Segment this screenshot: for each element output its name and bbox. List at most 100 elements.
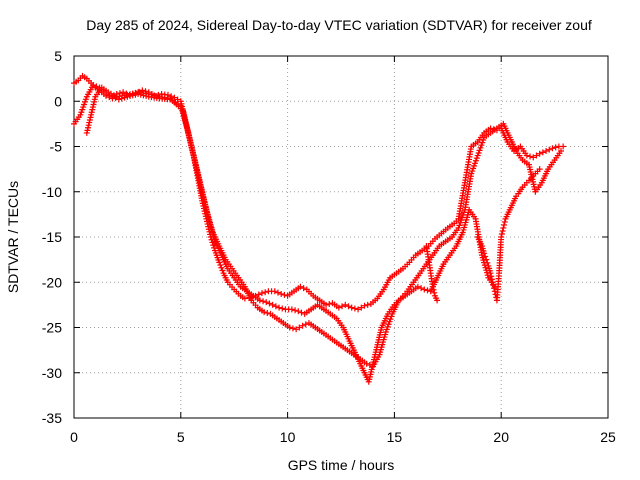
data-point xyxy=(358,304,365,311)
data-point xyxy=(216,259,223,266)
data-point xyxy=(429,283,436,290)
y-tick-label: -15 xyxy=(42,229,62,245)
data-point xyxy=(323,301,330,308)
data-point xyxy=(129,90,136,97)
y-tick-label: -30 xyxy=(42,365,62,381)
data-point xyxy=(326,300,333,307)
data-point xyxy=(288,306,295,313)
data-point xyxy=(481,250,488,257)
data-point xyxy=(342,301,349,308)
data-marks xyxy=(71,72,567,385)
x-tick-label: 5 xyxy=(177,429,185,445)
data-point xyxy=(489,279,496,286)
data-point xyxy=(414,283,421,290)
data-point xyxy=(430,286,437,293)
data-point xyxy=(434,297,441,304)
data-point xyxy=(482,253,489,260)
data-point xyxy=(546,146,553,153)
data-point xyxy=(278,291,285,298)
data-point xyxy=(124,91,131,98)
data-point xyxy=(549,145,556,152)
x-tick-label: 0 xyxy=(70,429,78,445)
data-point xyxy=(241,295,248,302)
data-point xyxy=(279,305,286,312)
data-point xyxy=(500,224,507,231)
y-tick-label: -25 xyxy=(42,320,62,336)
data-point xyxy=(363,360,370,367)
data-point xyxy=(552,144,559,151)
data-point xyxy=(289,325,296,332)
data-point xyxy=(539,149,546,156)
data-point xyxy=(261,309,268,316)
data-point xyxy=(263,299,270,306)
data-point xyxy=(292,307,299,314)
data-point xyxy=(536,166,543,173)
data-point xyxy=(487,270,494,277)
data-point xyxy=(262,289,269,296)
y-axis-label: SDTVAR / TECUs xyxy=(5,181,21,293)
y-tick-label: -35 xyxy=(42,410,62,426)
data-point xyxy=(298,309,305,316)
data-point xyxy=(543,148,550,155)
axis-ticks: 0 5 10 15 20 25 5 0 -5 -10 -15 -20 -25 -30 -35 xyxy=(42,48,616,445)
data-point xyxy=(488,273,495,280)
x-tick-label: 20 xyxy=(493,429,509,445)
data-point xyxy=(527,153,534,160)
x-axis-label: GPS time / hours xyxy=(288,457,395,473)
data-point xyxy=(297,283,304,290)
data-point xyxy=(558,148,565,155)
data-point xyxy=(266,300,273,307)
data-point xyxy=(339,303,346,310)
grid xyxy=(74,56,608,418)
data-point xyxy=(431,289,438,296)
data-point xyxy=(488,276,495,283)
data-point xyxy=(272,303,279,310)
data-point xyxy=(210,242,217,249)
chart-title: Day 285 of 2024, Sidereal Day-to-day VTE… xyxy=(86,17,592,33)
data-point xyxy=(269,301,276,308)
data-point xyxy=(491,285,498,292)
data-point xyxy=(361,302,368,309)
data-point xyxy=(256,297,263,304)
x-tick-label: 10 xyxy=(280,429,296,445)
data-point xyxy=(348,304,355,311)
data-point xyxy=(295,308,302,315)
data-point xyxy=(530,154,537,161)
y-tick-label: -20 xyxy=(42,274,62,290)
data-point xyxy=(151,92,158,99)
data-point xyxy=(276,304,283,311)
data-point xyxy=(93,83,100,90)
data-point xyxy=(258,290,265,297)
data-point xyxy=(533,152,540,159)
y-tick-label: 5 xyxy=(54,48,62,64)
data-point xyxy=(264,310,271,317)
data-point xyxy=(218,264,225,271)
data-point xyxy=(219,267,226,274)
data-point xyxy=(351,305,358,312)
data-point xyxy=(153,93,160,100)
data-point xyxy=(271,288,278,295)
data-point xyxy=(296,324,303,331)
y-tick-label: -5 xyxy=(50,139,63,155)
data-point xyxy=(536,150,543,157)
data-point xyxy=(302,321,309,328)
y-tick-label: 0 xyxy=(54,93,62,109)
x-tick-label: 25 xyxy=(600,429,616,445)
data-point xyxy=(335,304,342,311)
data-point xyxy=(483,256,490,263)
y-tick-label: -10 xyxy=(42,184,62,200)
data-point xyxy=(286,324,293,331)
data-point xyxy=(523,152,530,159)
data-point xyxy=(274,289,281,296)
data-point xyxy=(345,303,352,310)
data-point xyxy=(217,262,224,269)
data-point xyxy=(127,91,134,98)
data-point xyxy=(418,285,425,292)
data-point xyxy=(90,81,97,88)
data-point xyxy=(499,227,506,234)
data-point xyxy=(281,291,288,298)
data-point xyxy=(364,301,371,308)
data-point xyxy=(120,89,127,96)
data-point xyxy=(501,221,508,228)
data-point xyxy=(484,259,491,266)
